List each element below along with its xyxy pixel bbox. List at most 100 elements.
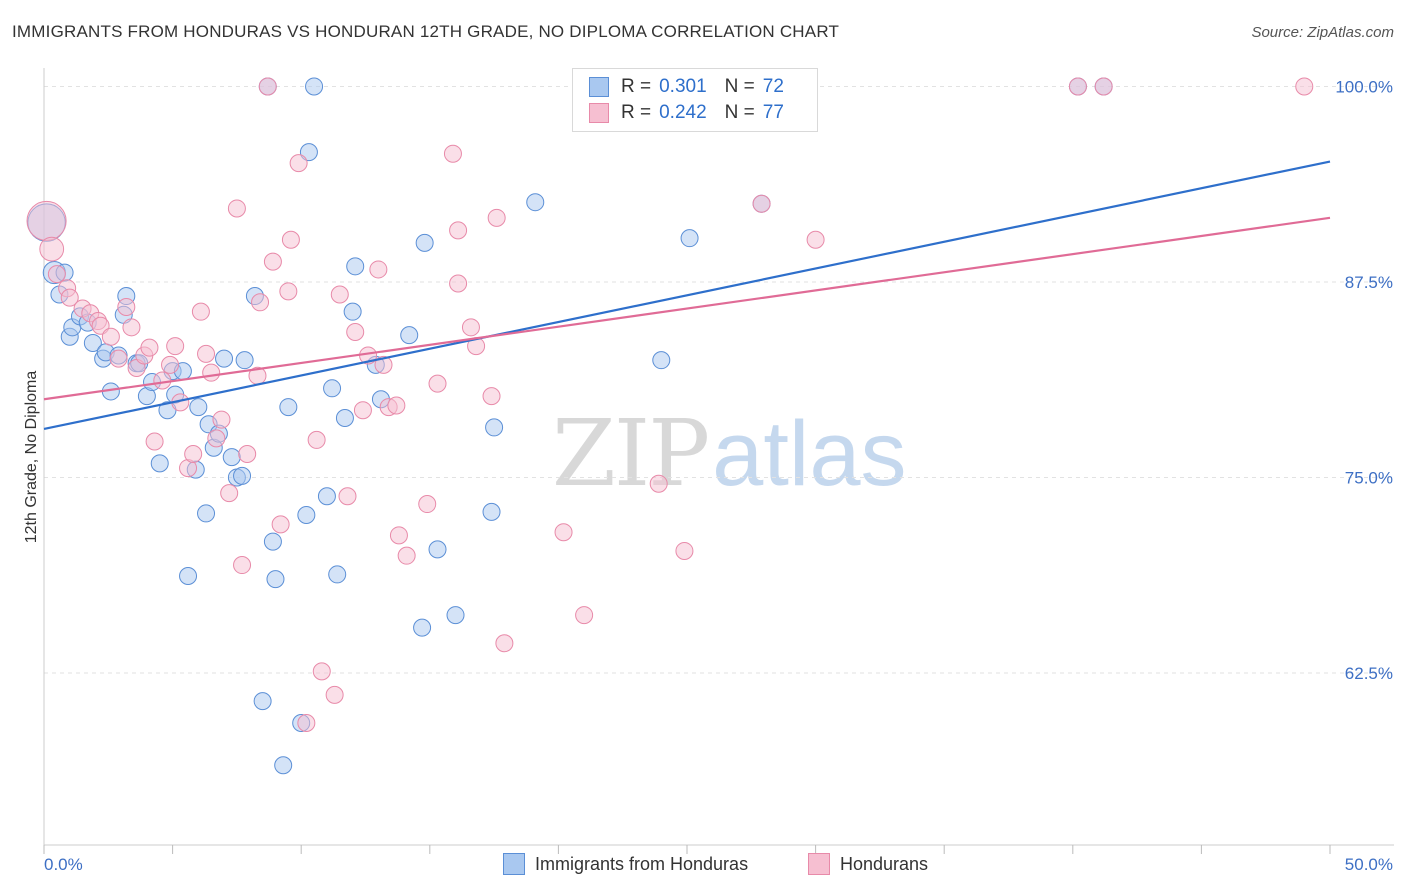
point-hondurans xyxy=(675,541,694,560)
y-tick-label: 100.0% xyxy=(1335,77,1393,96)
legend-swatch-blue xyxy=(589,77,609,97)
point-immigrants xyxy=(266,570,285,589)
point-immigrants xyxy=(485,418,504,437)
trendline-immigrants xyxy=(43,160,1331,431)
legend-row-hondurans: R = 0.242 N = 77 xyxy=(589,101,784,125)
point-immigrants xyxy=(323,379,342,398)
point-immigrants xyxy=(305,77,324,96)
point-immigrants xyxy=(428,540,447,559)
point-hondurans xyxy=(153,371,172,390)
point-hondurans xyxy=(1295,77,1314,96)
point-immigrants xyxy=(400,326,419,345)
point-immigrants xyxy=(335,409,354,428)
point-hondurans xyxy=(263,252,282,271)
point-hondurans xyxy=(258,77,277,96)
point-hondurans xyxy=(443,144,462,163)
point-immigrants xyxy=(328,565,347,584)
point-hondurans xyxy=(271,515,290,534)
point-hondurans xyxy=(752,194,771,213)
point-immigrants xyxy=(215,349,234,368)
point-hondurans xyxy=(145,432,164,451)
legend-swatch-pink xyxy=(589,103,609,123)
point-hondurans xyxy=(140,338,159,357)
point-hondurans xyxy=(325,685,344,704)
legend-r-value: 0.242 xyxy=(659,102,707,123)
legend-item-immigrants[interactable]: Immigrants from Honduras xyxy=(503,850,748,878)
point-hondurans xyxy=(281,230,300,249)
correlation-legend: R = 0.301 N = 72 R = 0.242 N = 77 xyxy=(572,68,818,132)
point-hondurans xyxy=(312,662,331,681)
series-legend: Immigrants from Honduras Hondurans xyxy=(0,850,1406,878)
point-immigrants xyxy=(189,398,208,417)
point-hondurans xyxy=(297,714,316,733)
legend-r-label: R = xyxy=(621,102,652,123)
point-hondurans xyxy=(449,274,468,293)
point-hondurans xyxy=(1068,77,1087,96)
point-immigrants xyxy=(263,532,282,551)
point-hondurans xyxy=(39,236,65,262)
y-tick-label: 62.5% xyxy=(1345,664,1393,683)
point-immigrants xyxy=(253,692,272,711)
point-immigrants xyxy=(297,505,316,524)
point-immigrants xyxy=(279,398,298,417)
legend-swatch-pink xyxy=(808,853,830,875)
point-hondurans xyxy=(575,606,594,625)
point-hondurans xyxy=(1094,77,1113,96)
y-tick-label: 87.5% xyxy=(1345,273,1393,292)
point-hondurans xyxy=(482,387,501,406)
point-immigrants xyxy=(233,466,252,485)
point-hondurans xyxy=(122,318,141,337)
point-hondurans xyxy=(487,208,506,227)
point-hondurans xyxy=(330,285,349,304)
legend-n-value: 77 xyxy=(762,102,784,123)
legend-r-value: 0.301 xyxy=(659,76,707,97)
point-hondurans xyxy=(449,221,468,240)
point-hondurans xyxy=(212,410,231,429)
y-tick-label: 75.0% xyxy=(1345,468,1393,487)
point-hondurans xyxy=(161,355,180,374)
x-tick-label: 50.0% xyxy=(1345,855,1393,874)
point-immigrants xyxy=(346,257,365,276)
point-hondurans xyxy=(369,260,388,279)
legend-item-hondurans[interactable]: Hondurans xyxy=(808,850,928,878)
point-immigrants xyxy=(680,229,699,248)
point-immigrants xyxy=(652,351,671,370)
point-immigrants xyxy=(197,504,216,523)
point-immigrants xyxy=(343,302,362,321)
point-hondurans xyxy=(554,523,573,542)
point-hondurans xyxy=(397,546,416,565)
point-hondurans xyxy=(428,374,447,393)
legend-label: Immigrants from Honduras xyxy=(535,853,749,874)
point-hondurans xyxy=(197,344,216,363)
point-immigrants xyxy=(526,193,545,212)
x-tick-label: 0.0% xyxy=(44,855,83,874)
point-hondurans xyxy=(289,154,308,173)
point-hondurans xyxy=(233,556,252,575)
point-hondurans xyxy=(207,429,226,448)
point-immigrants xyxy=(83,333,102,352)
point-immigrants xyxy=(274,756,293,775)
watermark-zip: ZIP xyxy=(552,400,710,507)
point-immigrants xyxy=(415,233,434,252)
point-hondurans xyxy=(117,297,136,316)
chart-source: Source: ZipAtlas.com xyxy=(1251,24,1394,41)
point-hondurans xyxy=(60,288,79,307)
point-hondurans xyxy=(279,282,298,301)
point-hondurans xyxy=(338,487,357,506)
chart-title: IMMIGRANTS FROM HONDURAS VS HONDURAN 12T… xyxy=(12,22,840,41)
legend-row-immigrants: R = 0.301 N = 72 xyxy=(589,75,784,99)
point-hondurans xyxy=(251,293,270,312)
point-immigrants xyxy=(317,487,336,506)
point-hondurans xyxy=(374,355,393,374)
point-immigrants xyxy=(222,448,241,467)
point-hondurans xyxy=(220,484,239,503)
point-immigrants xyxy=(179,566,198,585)
point-hondurans xyxy=(227,199,246,218)
point-hondurans xyxy=(389,526,408,545)
legend-n-label: N = xyxy=(724,76,755,97)
point-immigrants xyxy=(413,618,432,637)
point-hondurans xyxy=(166,337,185,356)
point-hondurans xyxy=(649,474,668,493)
legend-n-label: N = xyxy=(724,102,755,123)
